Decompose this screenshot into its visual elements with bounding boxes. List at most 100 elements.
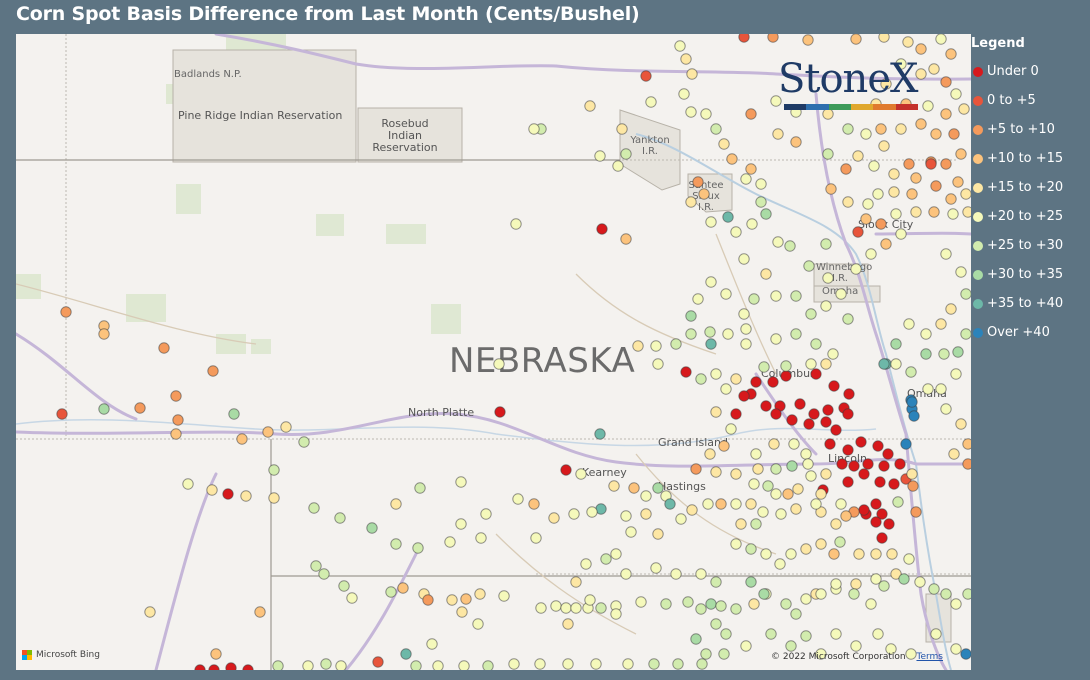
basis-point[interactable] — [842, 196, 854, 208]
basis-point[interactable] — [872, 628, 884, 640]
basis-point[interactable] — [458, 660, 470, 670]
basis-point[interactable] — [890, 338, 902, 350]
basis-point[interactable] — [802, 34, 814, 46]
basis-point[interactable] — [830, 518, 842, 530]
basis-point[interactable] — [570, 602, 582, 614]
basis-point[interactable] — [334, 512, 346, 524]
basis-point[interactable] — [268, 492, 280, 504]
basis-point[interactable] — [715, 600, 727, 612]
basis-point[interactable] — [730, 373, 742, 385]
basis-point[interactable] — [955, 266, 967, 278]
basis-point[interactable] — [675, 513, 687, 525]
basis-point[interactable] — [888, 478, 900, 490]
basis-point[interactable] — [562, 618, 574, 630]
basis-point[interactable] — [750, 376, 762, 388]
basis-point[interactable] — [746, 218, 758, 230]
legend-item[interactable]: Under 0 — [971, 57, 1090, 86]
basis-point[interactable] — [672, 658, 684, 670]
basis-point[interactable] — [903, 553, 915, 565]
map-canvas[interactable]: Badlands N.P. Pine Ridge Indian Reservat… — [16, 34, 971, 670]
basis-point[interactable] — [650, 340, 662, 352]
basis-point[interactable] — [670, 568, 682, 580]
basis-point[interactable] — [955, 148, 967, 160]
basis-point[interactable] — [628, 482, 640, 494]
basis-point[interactable] — [254, 606, 266, 618]
basis-point[interactable] — [800, 543, 812, 555]
basis-point[interactable] — [620, 568, 632, 580]
basis-point[interactable] — [745, 108, 757, 120]
basis-point[interactable] — [660, 598, 672, 610]
basis-point[interactable] — [842, 444, 854, 456]
basis-point[interactable] — [915, 118, 927, 130]
basis-point[interactable] — [740, 173, 752, 185]
basis-point[interactable] — [790, 608, 802, 620]
basis-point[interactable] — [705, 216, 717, 228]
legend-item[interactable]: 0 to +5 — [971, 86, 1090, 115]
basis-point[interactable] — [280, 421, 292, 433]
basis-point[interactable] — [590, 658, 602, 670]
basis-point[interactable] — [652, 358, 664, 370]
basis-point[interactable] — [755, 196, 767, 208]
basis-point[interactable] — [685, 328, 697, 340]
basis-point[interactable] — [710, 466, 722, 478]
basis-point[interactable] — [318, 568, 330, 580]
basis-point[interactable] — [810, 338, 822, 350]
basis-point[interactable] — [852, 226, 864, 238]
basis-point[interactable] — [510, 218, 522, 230]
basis-point[interactable] — [848, 460, 860, 472]
basis-point[interactable] — [852, 150, 864, 162]
basis-point[interactable] — [785, 548, 797, 560]
basis-point[interactable] — [805, 308, 817, 320]
basis-point[interactable] — [272, 660, 284, 670]
basis-point[interactable] — [890, 358, 902, 370]
basis-point[interactable] — [730, 498, 742, 510]
basis-point[interactable] — [786, 460, 798, 472]
basis-point[interactable] — [745, 543, 757, 555]
basis-point[interactable] — [757, 506, 769, 518]
basis-point[interactable] — [962, 458, 971, 470]
basis-point[interactable] — [482, 660, 494, 670]
basis-point[interactable] — [446, 594, 458, 606]
basis-point[interactable] — [784, 240, 796, 252]
basis-point[interactable] — [905, 366, 917, 378]
basis-point[interactable] — [158, 342, 170, 354]
basis-point[interactable] — [868, 160, 880, 172]
basis-point[interactable] — [895, 228, 907, 240]
basis-point[interactable] — [640, 508, 652, 520]
basis-point[interactable] — [400, 648, 412, 660]
basis-point[interactable] — [865, 598, 877, 610]
basis-point[interactable] — [695, 373, 707, 385]
basis-point[interactable] — [692, 293, 704, 305]
basis-point[interactable] — [938, 348, 950, 360]
basis-point[interactable] — [690, 633, 702, 645]
basis-point[interactable] — [810, 498, 822, 510]
basis-point[interactable] — [915, 68, 927, 80]
basis-point[interactable] — [562, 658, 574, 670]
basis-point[interactable] — [792, 483, 804, 495]
basis-point[interactable] — [98, 403, 110, 415]
basis-point[interactable] — [474, 588, 486, 600]
legend-item[interactable]: +25 to +30 — [971, 231, 1090, 260]
basis-point[interactable] — [600, 553, 612, 565]
basis-point[interactable] — [680, 366, 692, 378]
basis-point[interactable] — [302, 660, 314, 670]
basis-point[interactable] — [803, 260, 815, 272]
basis-point[interactable] — [834, 536, 846, 548]
basis-point[interactable] — [768, 438, 780, 450]
basis-point[interactable] — [960, 648, 971, 660]
basis-point[interactable] — [878, 140, 890, 152]
basis-point[interactable] — [640, 490, 652, 502]
basis-point[interactable] — [760, 400, 772, 412]
basis-point[interactable] — [704, 448, 716, 460]
basis-point[interactable] — [820, 358, 832, 370]
basis-point[interactable] — [550, 600, 562, 612]
basis-point[interactable] — [455, 518, 467, 530]
basis-point[interactable] — [625, 526, 637, 538]
basis-point[interactable] — [528, 123, 540, 135]
basis-point[interactable] — [842, 408, 854, 420]
basis-point[interactable] — [790, 136, 802, 148]
basis-point[interactable] — [745, 498, 757, 510]
basis-point[interactable] — [828, 380, 840, 392]
basis-point[interactable] — [888, 168, 900, 180]
basis-point[interactable] — [460, 593, 472, 605]
